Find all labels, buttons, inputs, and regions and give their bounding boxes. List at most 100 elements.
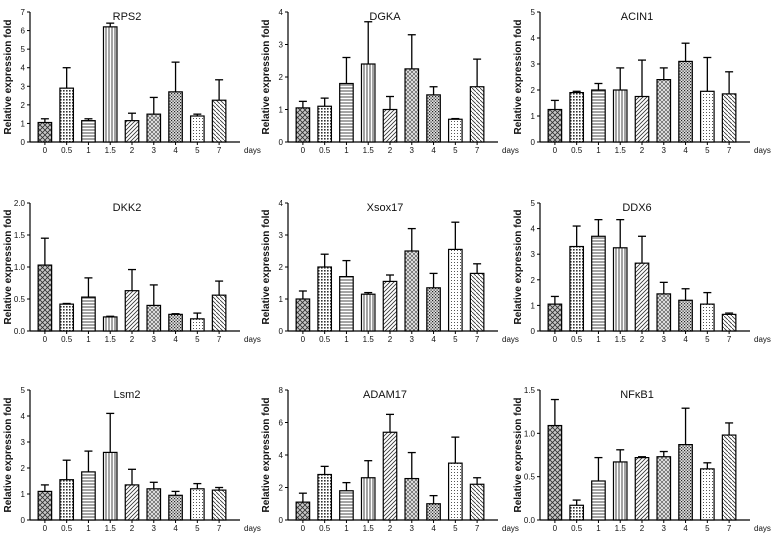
y-tick-label: 6 bbox=[279, 419, 284, 428]
y-tick-label: 0.0 bbox=[14, 327, 26, 336]
x-tick-label: 2 bbox=[640, 146, 645, 155]
bar bbox=[721, 93, 737, 143]
bar bbox=[404, 68, 420, 143]
y-tick-label: 0.0 bbox=[524, 516, 536, 525]
x-tick-label: 0.5 bbox=[319, 524, 331, 533]
x-tick-label: 7 bbox=[475, 335, 480, 344]
bar bbox=[656, 456, 672, 521]
y-tick-label: 1 bbox=[279, 295, 284, 304]
y-tick-label: 2 bbox=[531, 86, 536, 95]
bar bbox=[317, 473, 333, 521]
x-tick-label: 0 bbox=[43, 524, 48, 533]
x-tick-label: 4 bbox=[431, 146, 436, 155]
x-tick-label: 0 bbox=[301, 335, 306, 344]
x-tick-label: 2 bbox=[640, 335, 645, 344]
x-tick-label: 1.5 bbox=[615, 335, 627, 344]
x-tick-label: 1 bbox=[86, 524, 91, 533]
x-tick-label: 1 bbox=[86, 146, 91, 155]
x-tick-label: 1.5 bbox=[615, 524, 627, 533]
bar bbox=[168, 313, 183, 332]
bar bbox=[211, 489, 227, 521]
bar bbox=[189, 115, 205, 143]
x-tick-label: 0 bbox=[301, 524, 306, 533]
bar bbox=[146, 488, 162, 521]
bar bbox=[404, 477, 420, 521]
y-tick-label: 5 bbox=[21, 386, 26, 395]
x-axis-label: days bbox=[502, 335, 519, 344]
y-tick-label: 1.5 bbox=[14, 231, 26, 240]
x-tick-label: 5 bbox=[453, 335, 458, 344]
x-tick-label: 1 bbox=[344, 524, 349, 533]
y-axis-label: Relative expression fold bbox=[513, 209, 524, 324]
y-tick-label: 2 bbox=[21, 464, 26, 473]
x-tick-label: 5 bbox=[705, 146, 710, 155]
chart-title: ACIN1 bbox=[621, 11, 653, 23]
x-tick-label: 1 bbox=[344, 146, 349, 155]
bar bbox=[678, 444, 693, 521]
y-tick-label: 3 bbox=[531, 60, 536, 69]
x-tick-label: 2 bbox=[388, 524, 393, 533]
chart-panel-6: DDX6 Relative expression fold 0 1 2 3 4 5 0 0.5 1 1… bbox=[513, 199, 771, 344]
bar bbox=[59, 303, 75, 332]
y-tick-label: 1 bbox=[531, 112, 536, 121]
y-tick-label: 8 bbox=[279, 386, 284, 395]
y-tick-label: 1 bbox=[21, 119, 26, 128]
x-tick-label: 5 bbox=[195, 335, 200, 344]
x-tick-label: 3 bbox=[410, 335, 415, 344]
y-tick-label: 0 bbox=[279, 516, 284, 525]
x-tick-label: 4 bbox=[683, 146, 688, 155]
x-tick-label: 7 bbox=[727, 524, 732, 533]
bar bbox=[189, 488, 205, 521]
bar bbox=[678, 60, 693, 143]
y-tick-label: 5 bbox=[531, 8, 536, 17]
bar bbox=[81, 296, 96, 332]
bar bbox=[168, 91, 183, 143]
bar bbox=[612, 461, 628, 521]
y-axis-label: Relative expression fold bbox=[3, 209, 14, 324]
x-tick-label: 2 bbox=[130, 146, 135, 155]
chart-panel-8: ADAM17 Relative expression fold 0 2 4 6 8 0 0.5 1… bbox=[261, 386, 519, 533]
x-tick-label: 3 bbox=[662, 524, 667, 533]
bar bbox=[168, 494, 183, 521]
x-axis-label: days bbox=[502, 146, 519, 155]
x-tick-label: 4 bbox=[173, 524, 178, 533]
x-axis-label: days bbox=[502, 524, 519, 533]
bar bbox=[211, 294, 227, 332]
bar bbox=[678, 299, 693, 332]
x-axis-label: days bbox=[754, 524, 771, 533]
y-tick-label: 5 bbox=[21, 45, 26, 54]
bar bbox=[124, 120, 140, 143]
bar bbox=[102, 316, 118, 332]
chart-panel-1: RPS2 Relative expression fold 0 1 2 3 4 5 6 7 0 0.5… bbox=[3, 8, 261, 155]
bar bbox=[721, 434, 737, 521]
x-tick-label: 5 bbox=[195, 524, 200, 533]
chart-title: RPS2 bbox=[113, 11, 142, 23]
x-tick-label: 0.5 bbox=[571, 146, 583, 155]
bar bbox=[339, 490, 354, 521]
chart-panel-2: DGKA Relative expression fold 0 1 2 3 4 0 0.5 1 1.… bbox=[261, 8, 519, 155]
y-tick-label: 7 bbox=[21, 8, 26, 17]
y-tick-label: 3 bbox=[21, 438, 26, 447]
x-tick-label: 3 bbox=[662, 335, 667, 344]
bar bbox=[37, 121, 53, 143]
bar bbox=[447, 248, 463, 332]
y-axis-label: Relative expression fold bbox=[513, 397, 524, 512]
x-axis-label: days bbox=[754, 335, 771, 344]
y-tick-label: 4 bbox=[21, 412, 26, 421]
bar bbox=[699, 468, 715, 521]
chart-title: DDX6 bbox=[622, 202, 651, 214]
y-tick-label: 1 bbox=[279, 106, 284, 115]
bar bbox=[634, 457, 650, 521]
x-tick-label: 0 bbox=[553, 146, 558, 155]
x-tick-label: 1 bbox=[344, 335, 349, 344]
bar bbox=[547, 303, 563, 332]
y-tick-label: 0 bbox=[279, 327, 284, 336]
x-tick-label: 0 bbox=[553, 335, 558, 344]
y-axis-label: Relative expression fold bbox=[261, 19, 272, 134]
bar bbox=[382, 431, 398, 521]
x-tick-label: 0.5 bbox=[61, 335, 73, 344]
x-tick-label: 4 bbox=[173, 335, 178, 344]
y-axis-label: Relative expression fold bbox=[261, 209, 272, 324]
x-tick-label: 5 bbox=[453, 524, 458, 533]
